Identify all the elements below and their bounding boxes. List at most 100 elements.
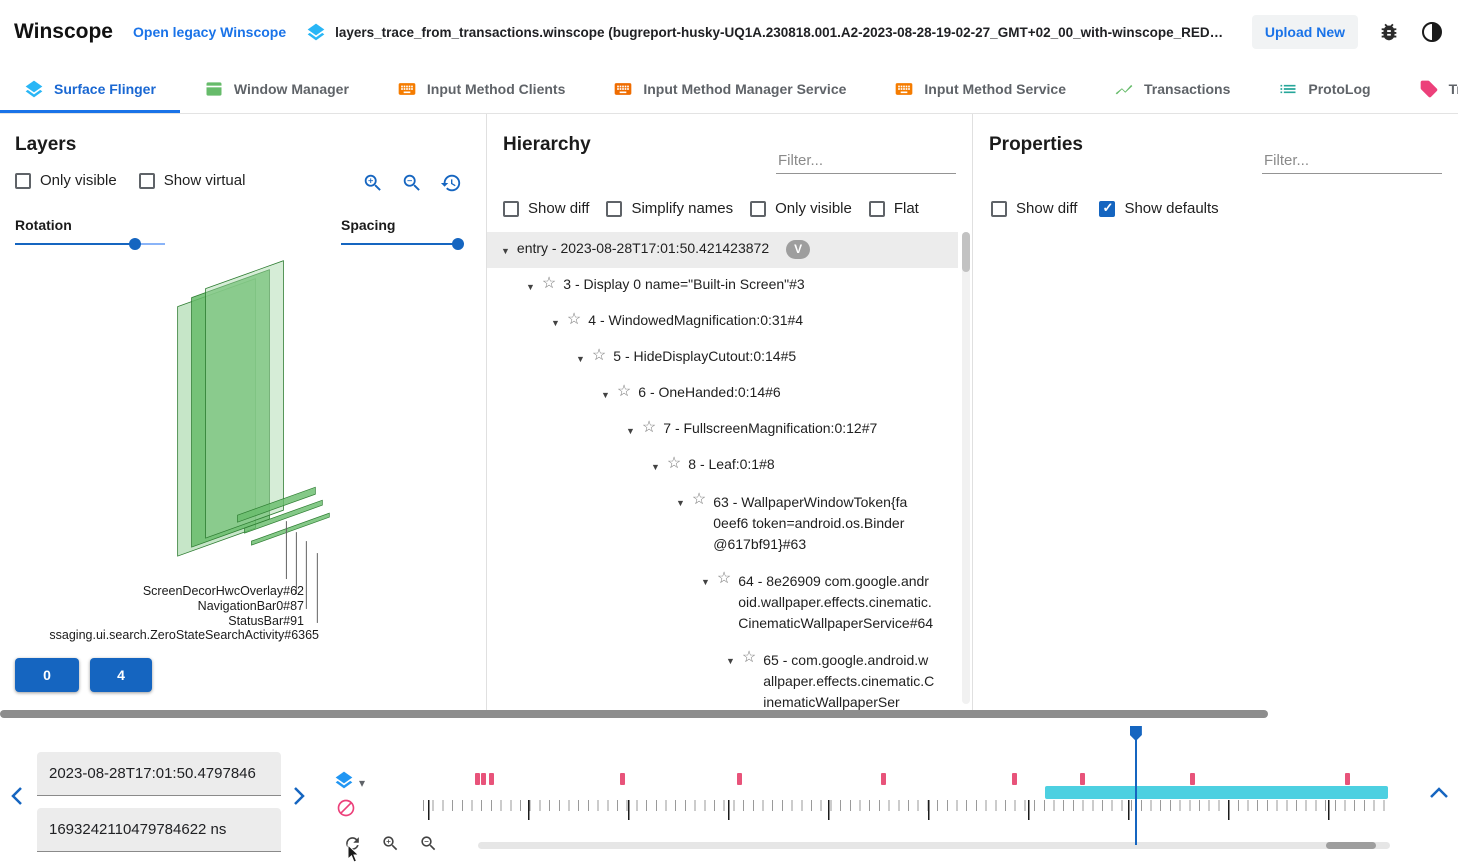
trace-event-marker[interactable] [619, 773, 625, 785]
pin-star-icon[interactable]: ☆ [616, 383, 632, 400]
pin-star-icon[interactable]: ☆ [541, 275, 557, 292]
pin-star-icon[interactable]: ☆ [666, 455, 682, 472]
scrollbar-thumb[interactable] [962, 232, 970, 272]
tab-input-method-clients[interactable]: Input Method Clients [373, 64, 589, 113]
top-bar: Winscope Open legacy Winscope layers_tra… [0, 0, 1458, 64]
tree-node[interactable]: ▼ ☆ 63 - WallpaperWindowToken{fa0eef6 to… [487, 484, 958, 563]
hierarchy-scrollbar[interactable] [962, 232, 970, 704]
expand-arrow-icon[interactable]: ▼ [576, 354, 585, 364]
tab-protolog[interactable]: ProtoLog [1254, 64, 1394, 113]
timeline-scrollbar[interactable] [478, 842, 1390, 849]
tab-input-method-manager-service[interactable]: Input Method Manager Service [589, 64, 870, 113]
timeline-range-bar[interactable] [1044, 786, 1389, 799]
trace-event-marker[interactable] [488, 773, 494, 785]
simplify-names-checkbox[interactable]: Simplify names [606, 200, 733, 217]
transactions-trace-icon[interactable] [336, 798, 356, 818]
trace-event-marker[interactable] [737, 773, 743, 785]
trace-event-marker[interactable] [1079, 773, 1085, 785]
pin-star-icon[interactable]: ☆ [591, 347, 607, 364]
timestamp-ns-input[interactable] [37, 808, 281, 852]
timeline-splitter[interactable] [0, 710, 1268, 718]
only-visible-checkbox[interactable]: Only visible [15, 172, 117, 189]
checkbox-label: Show diff [1016, 200, 1078, 217]
zoom-in-icon[interactable] [362, 172, 384, 194]
tab-window-manager[interactable]: Window Manager [180, 64, 373, 113]
properties-options: Show diff ✓ Show defaults [991, 200, 1219, 217]
layer-label: NavigationBar0#87 [197, 599, 304, 613]
scrollbar-thumb[interactable] [1326, 842, 1377, 849]
open-legacy-link[interactable]: Open legacy Winscope [133, 24, 287, 40]
tree-node[interactable]: ▼ ☆ 8 - Leaf:0:1#8 [487, 448, 958, 484]
expand-arrow-icon[interactable]: ▼ [626, 426, 635, 436]
layer-label: ssaging.ui.search.ZeroStateSearchActivit… [49, 628, 319, 642]
show-defaults-checkbox[interactable]: ✓ Show defaults [1099, 200, 1219, 217]
expand-arrow-icon[interactable]: ▼ [726, 656, 735, 666]
tab-surface-flinger[interactable]: Surface Flinger [0, 64, 180, 113]
dark-mode-toggle-icon[interactable] [1420, 20, 1444, 44]
trace-event-marker[interactable] [880, 773, 886, 785]
hierarchy-filter-input[interactable] [776, 148, 956, 174]
only-visible-checkbox[interactable]: Only visible [750, 200, 852, 217]
expand-arrow-icon[interactable]: ▼ [651, 462, 660, 472]
prev-entry-button[interactable] [10, 786, 24, 806]
tab-transitions[interactable]: Tra [1395, 64, 1458, 113]
reset-view-icon[interactable] [440, 172, 462, 194]
rotation-slider[interactable] [15, 238, 165, 250]
expand-arrow-icon[interactable]: ▼ [601, 390, 610, 400]
tab-input-method-service[interactable]: Input Method Service [870, 64, 1090, 113]
tree-node[interactable]: ▼ ☆ 3 - Display 0 name="Built-in Screen"… [487, 268, 958, 304]
tree-node[interactable]: ▼ ☆ 65 - com.google.android.wallpaper.ef… [487, 642, 958, 711]
slider-thumb[interactable] [452, 238, 465, 250]
show-diff-checkbox[interactable]: Show diff [503, 200, 589, 217]
spacing-slider[interactable] [341, 238, 465, 250]
expand-arrow-icon[interactable]: ▼ [676, 498, 685, 508]
pin-star-icon[interactable]: ☆ [741, 649, 757, 666]
trace-file: layers_trace_from_transactions.winscope … [306, 22, 1232, 42]
expand-arrow-icon[interactable]: ▼ [551, 318, 560, 328]
rotation-label: Rotation [15, 217, 72, 233]
tree-node-label: entry - 2023-08-28T17:01:50.421423872 [516, 240, 770, 256]
expand-arrow-icon[interactable]: ▼ [526, 282, 535, 292]
trace-event-marker[interactable] [1345, 773, 1351, 785]
pin-star-icon[interactable]: ☆ [641, 419, 657, 436]
tree-node-entry[interactable]: ▼ entry - 2023-08-28T17:01:50.421423872 … [487, 232, 958, 268]
layers-icon [306, 22, 326, 42]
next-entry-button[interactable] [292, 786, 306, 806]
trace-event-marker[interactable] [481, 773, 487, 785]
collapse-timeline-button[interactable] [1428, 786, 1450, 799]
tree-node-label: 5 - HideDisplayCutout:0:14#5 [613, 348, 797, 364]
reset-zoom-icon[interactable] [343, 834, 362, 853]
timeline-cursor[interactable] [1134, 728, 1137, 845]
zoom-out-icon[interactable] [419, 834, 438, 853]
zoom-in-icon[interactable] [381, 834, 400, 853]
tree-node[interactable]: ▼ ☆ 5 - HideDisplayCutout:0:14#5 [487, 340, 958, 376]
display-button-4[interactable]: 4 [90, 658, 152, 692]
show-diff-checkbox[interactable]: Show diff [991, 200, 1077, 217]
pin-star-icon[interactable]: ☆ [566, 311, 582, 328]
tree-node[interactable]: ▼ ☆ 6 - OneHanded:0:14#6 [487, 376, 958, 412]
timeline-ruler[interactable] [420, 800, 1390, 822]
expand-arrow-icon[interactable]: ▼ [501, 246, 510, 256]
display-button-0[interactable]: 0 [15, 658, 79, 692]
trace-event-marker[interactable] [475, 773, 481, 785]
flat-checkbox[interactable]: Flat [868, 200, 919, 217]
tree-node[interactable]: ▼ ☆ 4 - WindowedMagnification:0:31#4 [487, 304, 958, 340]
timestamp-human-input[interactable] [37, 752, 281, 796]
slider-thumb[interactable] [129, 238, 141, 250]
pin-star-icon[interactable]: ☆ [691, 491, 707, 508]
pin-star-icon[interactable]: ☆ [716, 570, 732, 587]
upload-new-button[interactable]: Upload New [1251, 15, 1358, 49]
show-virtual-checkbox[interactable]: Show virtual [138, 172, 245, 189]
trace-select-caret-icon[interactable]: ▾ [359, 776, 366, 790]
zoom-out-icon[interactable] [401, 172, 423, 194]
trace-event-marker[interactable] [1190, 773, 1196, 785]
properties-filter-input[interactable] [1262, 148, 1442, 174]
tree-node[interactable]: ▼ ☆ 64 - 8e26909 com.google.android.wall… [487, 563, 958, 642]
surface-flinger-trace-icon[interactable] [334, 770, 354, 790]
tree-node[interactable]: ▼ ☆ 7 - FullscreenMagnification:0:12#7 [487, 412, 958, 448]
bug-report-icon[interactable] [1378, 21, 1400, 43]
timeline-canvas[interactable] [420, 718, 1390, 860]
expand-arrow-icon[interactable]: ▼ [701, 577, 710, 587]
tab-transactions[interactable]: Transactions [1090, 64, 1254, 113]
trace-event-marker[interactable] [1011, 773, 1017, 785]
